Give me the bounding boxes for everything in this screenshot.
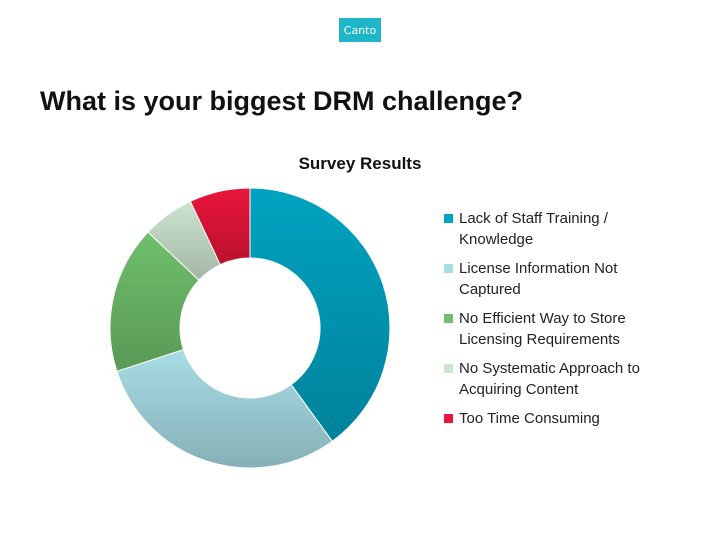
legend-item-storage: No Efficient Way to Store Licensing Requ…	[444, 308, 704, 350]
donut-slice-license-info	[116, 349, 333, 469]
legend-swatch	[444, 314, 453, 323]
legend-item-systematic-approach: No Systematic Approach to Acquiring Cont…	[444, 358, 704, 400]
legend-label: License Information Not Captured	[459, 260, 618, 298]
legend-label: Too Time Consuming	[459, 410, 600, 427]
donut-slice-staff-training	[249, 187, 391, 442]
legend-label: No Systematic Approach to Acquiring Cont…	[459, 360, 640, 398]
chart-title: Survey Results	[298, 154, 422, 173]
donut-slice-time-consuming	[189, 187, 251, 266]
legend-item-license-info: License Information Not Captured	[444, 258, 704, 300]
legend-item-time-consuming: Too Time Consuming	[444, 408, 704, 429]
donut-chart	[109, 187, 391, 469]
legend-swatch	[444, 214, 453, 223]
legend-label: No Efficient Way to Store Licensing Requ…	[459, 310, 626, 348]
legend-swatch	[444, 364, 453, 373]
legend-swatch	[444, 414, 453, 423]
slide-title: What is your biggest DRM challenge?	[40, 86, 524, 116]
legend-item-staff-training: Lack of Staff Training / Knowledge	[444, 208, 704, 250]
legend-swatch	[444, 264, 453, 273]
donut-slice-storage	[109, 231, 200, 372]
chart-legend: Lack of Staff Training / Knowledge Licen…	[444, 208, 704, 437]
legend-label: Lack of Staff Training / Knowledge	[459, 210, 608, 248]
canto-logo: Canto	[339, 18, 381, 42]
